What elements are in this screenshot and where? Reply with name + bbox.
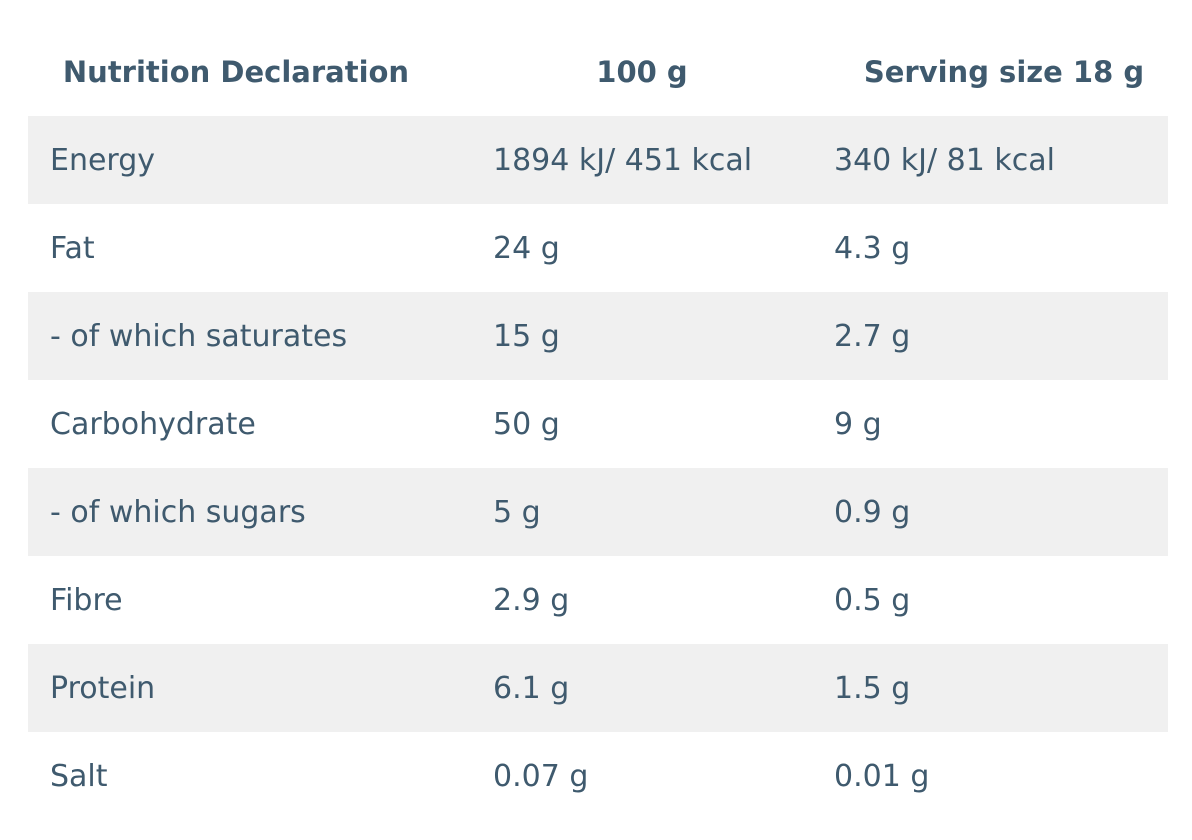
table-row: Protein 6.1 g 1.5 g xyxy=(28,644,1168,732)
row-value-100g: 15 g xyxy=(493,318,560,354)
row-label: Protein xyxy=(50,670,156,706)
header-per-100g: 100 g xyxy=(596,55,688,89)
row-value-serving: 2.7 g xyxy=(834,318,911,354)
row-value-100g: 5 g xyxy=(493,494,541,530)
row-label: Fat xyxy=(50,230,95,266)
row-label: Fibre xyxy=(50,582,123,618)
row-value-serving: 4.3 g xyxy=(834,230,911,266)
table-row: Carbohydrate 50 g 9 g xyxy=(28,380,1168,468)
table-row: - of which sugars 5 g 0.9 g xyxy=(28,468,1168,556)
row-value-serving: 340 kJ/ 81 kcal xyxy=(834,142,1055,178)
row-value-serving: 9 g xyxy=(834,406,882,442)
row-value-100g: 1894 kJ/ 451 kcal xyxy=(493,142,753,178)
table-row: Salt 0.07 g 0.01 g xyxy=(28,732,1168,820)
table-header: Nutrition Declaration 100 g Serving size… xyxy=(28,28,1168,116)
row-value-100g: 2.9 g xyxy=(493,582,570,618)
row-value-100g: 24 g xyxy=(493,230,560,266)
row-value-100g: 0.07 g xyxy=(493,758,589,794)
row-label: Energy xyxy=(50,142,156,178)
table-row: Energy 1894 kJ/ 451 kcal 340 kJ/ 81 kcal xyxy=(28,116,1168,204)
row-label: Salt xyxy=(50,758,108,794)
row-label: - of which saturates xyxy=(50,318,348,354)
row-value-100g: 50 g xyxy=(493,406,560,442)
header-nutrition-declaration: Nutrition Declaration xyxy=(62,55,410,89)
row-value-serving: 0.5 g xyxy=(834,582,911,618)
row-value-100g: 6.1 g xyxy=(493,670,570,706)
nutrition-table: Nutrition Declaration 100 g Serving size… xyxy=(28,28,1168,820)
row-label: - of which sugars xyxy=(50,494,306,530)
row-value-serving: 0.01 g xyxy=(834,758,930,794)
row-value-serving: 1.5 g xyxy=(834,670,911,706)
row-value-serving: 0.9 g xyxy=(834,494,911,530)
row-label: Carbohydrate xyxy=(50,406,256,442)
table-row: - of which saturates 15 g 2.7 g xyxy=(28,292,1168,380)
header-per-serving: Serving size 18 g xyxy=(863,55,1145,89)
table-row: Fat 24 g 4.3 g xyxy=(28,204,1168,292)
table-row: Fibre 2.9 g 0.5 g xyxy=(28,556,1168,644)
